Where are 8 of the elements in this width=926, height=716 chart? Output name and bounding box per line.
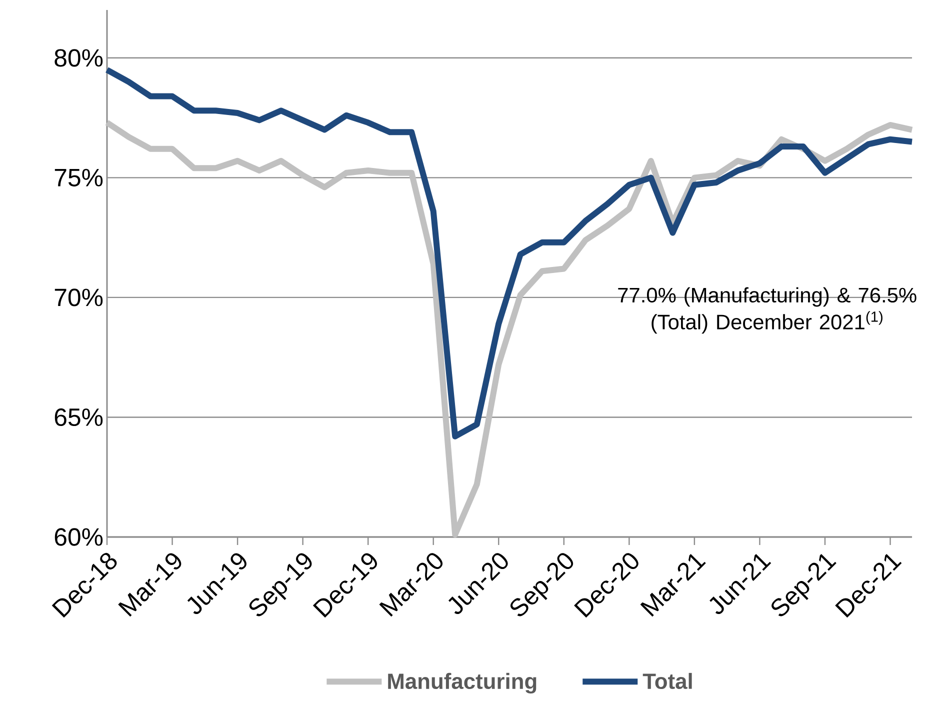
y-tick-label: 70% bbox=[54, 288, 103, 306]
legend-label: Total bbox=[642, 672, 692, 690]
annotation: 77.0% (Manufacturing) & 76.5% (Total) December 2021$^{(1)}$ bbox=[618, 287, 916, 334]
y-tick-label: 60% bbox=[54, 528, 103, 546]
legend-label: Manufacturing bbox=[388, 672, 536, 694]
y-tick-label: 75% bbox=[54, 168, 103, 186]
y-tick-label: 80% bbox=[54, 49, 103, 67]
y-tick-label: 65% bbox=[54, 408, 103, 426]
